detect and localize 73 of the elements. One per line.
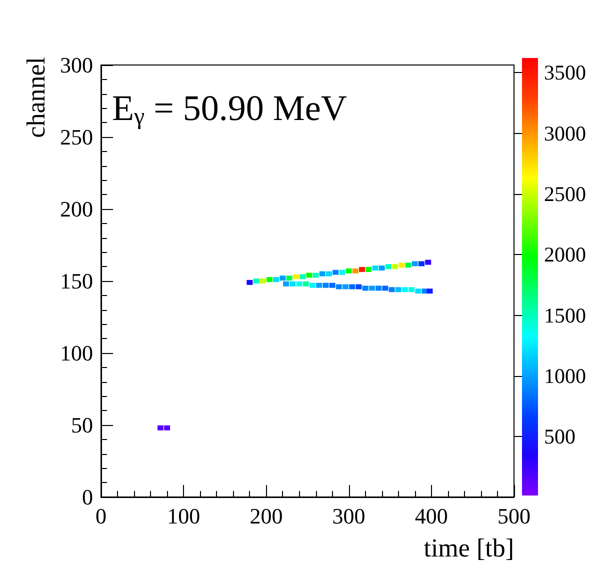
point — [376, 286, 382, 291]
color-bar-label: 3000 — [544, 121, 586, 146]
point — [395, 287, 402, 292]
point — [316, 282, 322, 288]
point — [280, 276, 286, 281]
y-tick-label: 250 — [60, 124, 93, 150]
point — [362, 286, 368, 291]
point — [296, 281, 302, 286]
point — [292, 274, 299, 280]
point — [312, 272, 319, 278]
y-tick-label: 300 — [60, 52, 93, 78]
point — [322, 282, 329, 288]
point — [352, 268, 358, 274]
point — [349, 284, 356, 290]
point — [382, 286, 388, 291]
point — [157, 425, 164, 430]
point — [309, 282, 316, 288]
x-axis-title: time [tb] — [424, 534, 514, 562]
point — [342, 284, 348, 290]
point — [402, 287, 408, 292]
point — [283, 281, 290, 286]
y-tick-label: 100 — [60, 340, 93, 366]
color-bar-label: 3500 — [544, 60, 586, 85]
color-bar-label: 1000 — [544, 364, 586, 388]
point — [306, 272, 312, 278]
point — [385, 264, 392, 270]
point — [346, 268, 352, 274]
point — [300, 274, 306, 280]
point — [253, 278, 260, 284]
point — [290, 281, 296, 286]
color-bar-label: 2500 — [544, 182, 586, 206]
x-tick-label: 200 — [250, 504, 283, 528]
point — [425, 260, 432, 265]
point — [319, 271, 326, 276]
y-tick-label: 150 — [60, 268, 93, 294]
point — [266, 277, 273, 282]
point — [372, 266, 378, 271]
point — [302, 281, 309, 286]
point — [286, 276, 292, 281]
point — [398, 262, 405, 268]
point — [326, 271, 332, 276]
point — [368, 286, 375, 291]
point — [356, 284, 362, 290]
color-bar-label: 500 — [544, 424, 576, 449]
point — [246, 280, 253, 285]
x-tick-label: 300 — [332, 504, 366, 528]
y-tick-label: 200 — [60, 196, 93, 222]
point — [415, 288, 422, 294]
point — [405, 262, 412, 268]
y-tick-label: 50 — [71, 412, 93, 438]
point — [378, 266, 385, 271]
color-bar-label: 1500 — [544, 303, 586, 328]
point — [388, 287, 395, 292]
point — [359, 266, 366, 272]
point — [412, 261, 418, 266]
point — [339, 270, 346, 275]
point — [329, 282, 336, 288]
point — [366, 266, 372, 272]
x-tick-label: 400 — [414, 504, 448, 528]
point — [164, 425, 170, 430]
x-tick-label: 500 — [498, 504, 530, 528]
color-bar-label: 2000 — [544, 242, 586, 267]
point — [426, 288, 433, 294]
y-tick-label: 0 — [82, 484, 93, 510]
point — [336, 284, 342, 290]
point — [408, 287, 415, 292]
point — [418, 261, 424, 266]
y-axis-title: channel — [22, 57, 50, 138]
point — [392, 264, 398, 270]
point — [332, 270, 339, 275]
x-tick-label: 100 — [167, 504, 200, 528]
point — [260, 278, 266, 284]
point — [273, 277, 280, 282]
